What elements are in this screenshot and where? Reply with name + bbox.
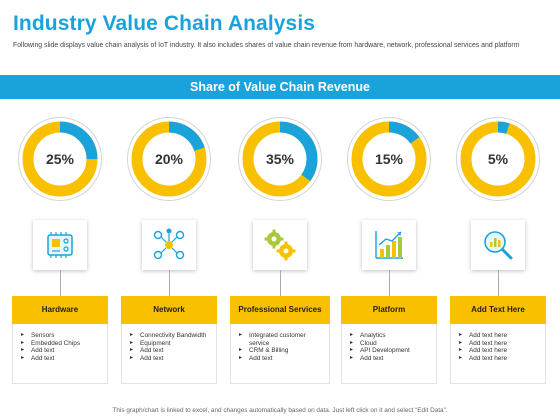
connector-line (60, 270, 61, 296)
value-chain-column-hardware: 25% Hardware Sensors Embedded Chips Add … (12, 0, 108, 420)
list-item: Embedded Chips (21, 340, 101, 348)
connector-line (498, 270, 499, 296)
category-header: Platform (341, 296, 437, 324)
category-header: Network (121, 296, 217, 324)
donut-percent-label: 15% (374, 151, 404, 167)
details-list: Sensors Embedded Chips Add text Add text (21, 332, 101, 362)
donut-svg (18, 117, 102, 201)
banner: Share of Value Chain Revenue (0, 75, 560, 99)
analytics-magnifier-icon (484, 231, 513, 260)
donut-percent-label: 5% (487, 151, 509, 167)
donut-svg (238, 117, 322, 201)
list-item: Integrated customer service (239, 332, 323, 347)
connector-line (389, 270, 390, 296)
footer-note: This graph/chart is linked to excel, and… (112, 407, 448, 414)
growth-chart-icon (375, 231, 403, 259)
icon-card (33, 220, 87, 270)
list-item: Add text here (459, 340, 539, 348)
donut-svg (456, 117, 540, 201)
category-header: Add Text Here (450, 296, 546, 324)
donut-chart-platform: 15% (346, 116, 432, 202)
details-list: Analytics Cloud API Development Add text (350, 332, 430, 362)
connector-line (169, 270, 170, 296)
icon-card (471, 220, 525, 270)
value-chain-column-platform: 15% Platform Analytics Cloud API Develop… (341, 0, 437, 420)
details-box: Analytics Cloud API Development Add text (341, 324, 437, 384)
list-item: Add text (21, 347, 101, 355)
donut-svg (127, 117, 211, 201)
list-item: API Development (350, 347, 430, 355)
banner-title: Share of Value Chain Revenue (190, 80, 370, 94)
icon-card (362, 220, 416, 270)
donut-segment (131, 121, 207, 197)
list-item: Analytics (350, 332, 430, 340)
list-item: Add text (130, 355, 210, 363)
list-item: Add text (239, 355, 323, 363)
category-header: Professional Services (230, 296, 330, 324)
donut-chart-add-text: 5% (455, 116, 541, 202)
list-item: Add text (350, 355, 430, 363)
value-chain-column-add-text: 5% Add Text Here Add text here Add text … (450, 0, 546, 420)
icon-card (253, 220, 307, 270)
donut-segment (351, 121, 427, 197)
donut-outer-ring (347, 117, 431, 201)
list-item: Add text (21, 355, 101, 363)
slide-title: Industry Value Chain Analysis (13, 12, 316, 35)
donut-chart-hardware: 25% (17, 116, 103, 202)
list-item: Sensors (21, 332, 101, 340)
list-item: Add text here (459, 332, 539, 340)
details-list: Integrated customer service CRM & Billin… (239, 332, 323, 362)
donut-percent-label: 35% (265, 151, 295, 167)
value-chain-column-professional-services: 35% Professional Services Inte (230, 0, 330, 420)
details-box: Add text here Add text here Add text her… (450, 324, 546, 384)
donut-svg (347, 117, 431, 201)
gears-icon (264, 229, 296, 261)
list-item: Equipment (130, 340, 210, 348)
donut-percent-label: 25% (45, 151, 75, 167)
connector-line (280, 270, 281, 296)
donut-chart-network: 20% (126, 116, 212, 202)
details-list: Add text here Add text here Add text her… (459, 332, 539, 362)
details-list: Connectivity Bandwidth Equipment Add tex… (130, 332, 210, 362)
donut-segment (242, 121, 318, 197)
donut-outer-ring (456, 117, 540, 201)
donut-chart-professional-services: 35% (237, 116, 323, 202)
category-header: Hardware (12, 296, 108, 324)
icon-card (142, 220, 196, 270)
list-item: CRM & Billing (239, 347, 323, 355)
chip-icon (47, 232, 73, 258)
donut-segment (460, 121, 536, 197)
details-box: Sensors Embedded Chips Add text Add text (12, 324, 108, 384)
list-item: Cloud (350, 340, 430, 348)
details-box: Connectivity Bandwidth Equipment Add tex… (121, 324, 217, 384)
list-item: Add text (130, 347, 210, 355)
donut-segment (22, 121, 98, 197)
value-chain-column-network: 20% Network Connectivity Bandwidth Equip… (121, 0, 217, 420)
list-item: Add text here (459, 355, 539, 363)
list-item: Add text here (459, 347, 539, 355)
donut-outer-ring (18, 117, 102, 201)
slide-subtitle: Following slide displays value chain ana… (13, 42, 520, 49)
donut-percent-label: 20% (154, 151, 184, 167)
list-item: Connectivity Bandwidth (130, 332, 210, 340)
details-box: Integrated customer service CRM & Billin… (230, 324, 330, 384)
donut-outer-ring (238, 117, 322, 201)
network-icon (153, 228, 185, 260)
donut-outer-ring (127, 117, 211, 201)
